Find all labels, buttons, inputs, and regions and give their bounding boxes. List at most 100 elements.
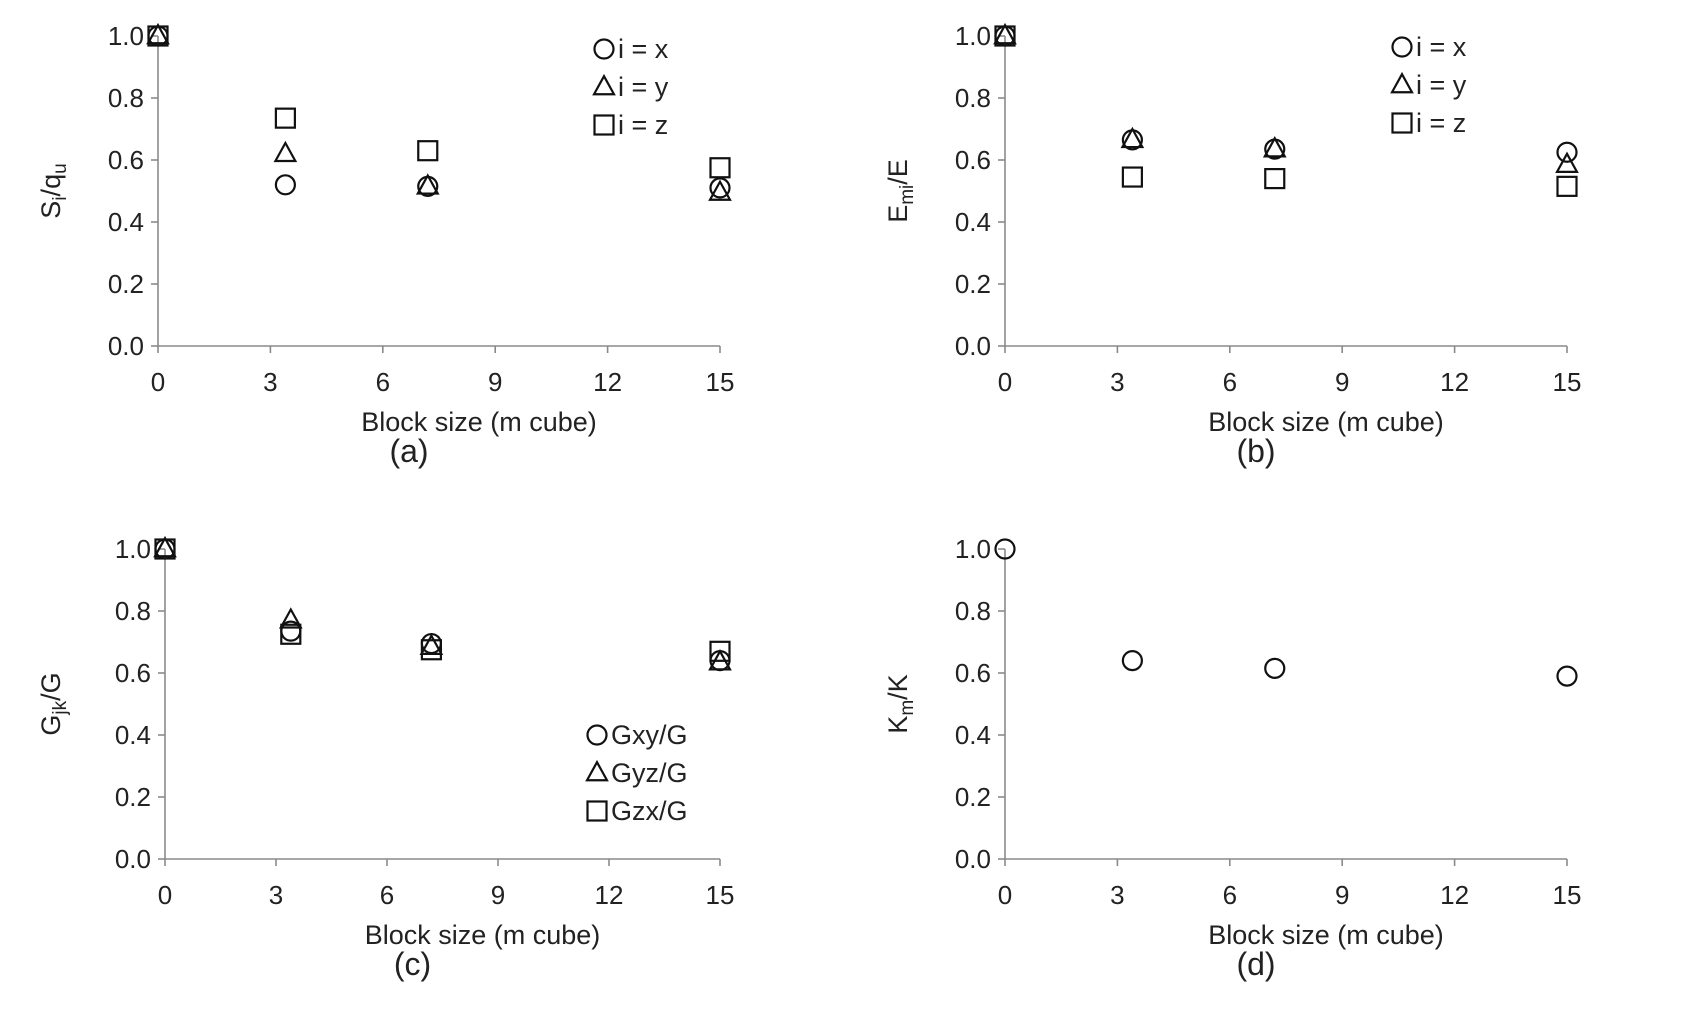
x-tick-label: 9 xyxy=(491,880,505,910)
y-axis-title: Emi/E xyxy=(883,159,918,223)
legend-marker-square xyxy=(1391,112,1413,134)
data-point-square xyxy=(274,107,296,129)
chart-svg: 0 3 6 9 12 15 0.0 0.2 0.4 0.6 0.8 1.0 Block size (m … xyxy=(883,534,1582,982)
x-tick-label: 15 xyxy=(1553,367,1582,397)
legend-marker-circle xyxy=(593,38,615,60)
y-tick-label: 0.2 xyxy=(108,269,144,299)
chart-svg: 0 3 6 9 12 15 0.0 0.2 0.4 0.6 0.8 1.0 Block size (m … xyxy=(883,21,1582,469)
data-point-triangle xyxy=(993,22,1017,45)
legend-label: i = z xyxy=(1416,108,1466,138)
legend-label: Gyz/G xyxy=(611,758,688,788)
x-tick-label: 6 xyxy=(1223,880,1237,910)
y-tick-label: 0.6 xyxy=(955,145,991,175)
x-tick-label: 3 xyxy=(1110,880,1124,910)
legend-marker-square xyxy=(586,800,608,822)
x-axis-title: Block size (m cube) xyxy=(361,407,597,437)
x-tick-label: 3 xyxy=(269,880,283,910)
data-point-triangle xyxy=(419,633,444,655)
x-tick-label: 12 xyxy=(593,367,622,397)
data-point-circle xyxy=(994,538,1016,560)
data-point-triangle xyxy=(708,179,732,201)
x-tick-label: 9 xyxy=(1335,367,1349,397)
data-point-triangle xyxy=(273,140,298,163)
chart-panel-b: 0 3 6 9 12 15 0.0 0.2 0.4 0.6 0.8 1.0 Block size (m … xyxy=(847,0,1694,513)
legend-label: i = y xyxy=(1416,70,1467,100)
legend-label: i = z xyxy=(618,110,668,140)
y-tick-label: 0.4 xyxy=(955,720,991,750)
y-tick-label: 1.0 xyxy=(955,534,991,564)
data-point-square xyxy=(420,639,442,661)
chart-svg: 0 3 6 9 12 15 0.0 0.2 0.4 0.6 0.8 1.0 Block size (m … xyxy=(36,21,735,469)
x-tick-label: 9 xyxy=(488,367,502,397)
y-tick-label: 0.4 xyxy=(955,207,991,237)
legend-label: Gzx/G xyxy=(611,796,688,826)
y-tick-label: 0.8 xyxy=(955,596,991,626)
legend-label: i = x xyxy=(618,34,669,64)
data-point-square xyxy=(1556,175,1578,197)
data-point-circle xyxy=(1121,650,1143,672)
data-point-triangle xyxy=(1120,126,1145,149)
legend-label: Gxy/G xyxy=(611,720,688,750)
data-point-circle xyxy=(709,177,731,199)
y-tick-label: 0.6 xyxy=(115,658,151,688)
chart-svg: 0 3 6 9 12 15 0.0 0.2 0.4 0.6 0.8 1.0 Block size (m … xyxy=(36,534,735,982)
y-tick-label: 0.8 xyxy=(955,83,991,113)
x-tick-label: 15 xyxy=(706,367,735,397)
panel-label: (d) xyxy=(1236,946,1275,982)
data-point-square xyxy=(147,25,169,47)
y-tick-label: 0.6 xyxy=(108,145,144,175)
x-tick-label: 3 xyxy=(1110,367,1124,397)
legend-marker-circle xyxy=(1391,36,1413,58)
y-tick-label: 0.0 xyxy=(955,844,991,874)
legend-marker-circle xyxy=(586,724,608,746)
data-point-square xyxy=(280,623,302,645)
chart-panel-a: 0 3 6 9 12 15 0.0 0.2 0.4 0.6 0.8 1.0 Block size (m … xyxy=(0,0,847,513)
x-axis-title: Block size (m cube) xyxy=(1208,920,1444,950)
x-tick-label: 0 xyxy=(158,880,172,910)
y-tick-label: 0.6 xyxy=(955,658,991,688)
x-tick-label: 9 xyxy=(1335,880,1349,910)
legend-marker-triangle xyxy=(1390,71,1414,94)
x-tick-label: 0 xyxy=(151,367,165,397)
x-tick-label: 15 xyxy=(1553,880,1582,910)
data-point-triangle xyxy=(153,535,177,558)
x-tick-label: 15 xyxy=(706,880,735,910)
data-point-circle xyxy=(274,174,296,196)
data-point-triangle xyxy=(415,173,440,195)
panel-label: (b) xyxy=(1236,433,1275,469)
data-point-square xyxy=(1121,166,1143,188)
legend-marker-triangle xyxy=(592,73,616,96)
y-tick-label: 0.8 xyxy=(108,83,144,113)
data-point-square xyxy=(1264,168,1286,190)
legend-label: i = x xyxy=(1416,32,1467,62)
data-point-square xyxy=(709,640,731,662)
data-point-circle xyxy=(1264,657,1286,679)
x-tick-label: 6 xyxy=(380,880,394,910)
x-tick-label: 12 xyxy=(595,880,624,910)
data-point-square xyxy=(417,140,439,162)
chart-panel-c: 0 3 6 9 12 15 0.0 0.2 0.4 0.6 0.8 1.0 Block size (m … xyxy=(0,513,847,1026)
x-tick-label: 6 xyxy=(1223,367,1237,397)
x-tick-label: 0 xyxy=(998,880,1012,910)
y-axis-title: Si/qu xyxy=(36,163,71,218)
y-tick-label: 0.2 xyxy=(955,782,991,812)
x-tick-label: 12 xyxy=(1440,880,1469,910)
y-tick-label: 1.0 xyxy=(955,21,991,51)
y-axis-title: Km/K xyxy=(883,674,918,733)
panel-label: (a) xyxy=(389,433,428,469)
y-tick-label: 0.0 xyxy=(108,331,144,361)
panel-label: (c) xyxy=(394,946,431,982)
y-tick-label: 0.8 xyxy=(115,596,151,626)
data-point-circle xyxy=(1556,141,1578,163)
data-point-triangle xyxy=(1555,151,1579,173)
y-tick-label: 1.0 xyxy=(115,534,151,564)
legend-marker-square xyxy=(593,114,615,136)
x-axis-title: Block size (m cube) xyxy=(1208,407,1444,437)
data-point-triangle xyxy=(1262,136,1287,158)
y-tick-label: 0.0 xyxy=(115,844,151,874)
y-tick-label: 1.0 xyxy=(108,21,144,51)
data-point-triangle xyxy=(278,607,303,629)
chart-panel-d: 0 3 6 9 12 15 0.0 0.2 0.4 0.6 0.8 1.0 Block size (m … xyxy=(847,513,1694,1026)
y-axis-title: Gjk/G xyxy=(36,672,71,735)
x-axis-title: Block size (m cube) xyxy=(365,920,601,950)
